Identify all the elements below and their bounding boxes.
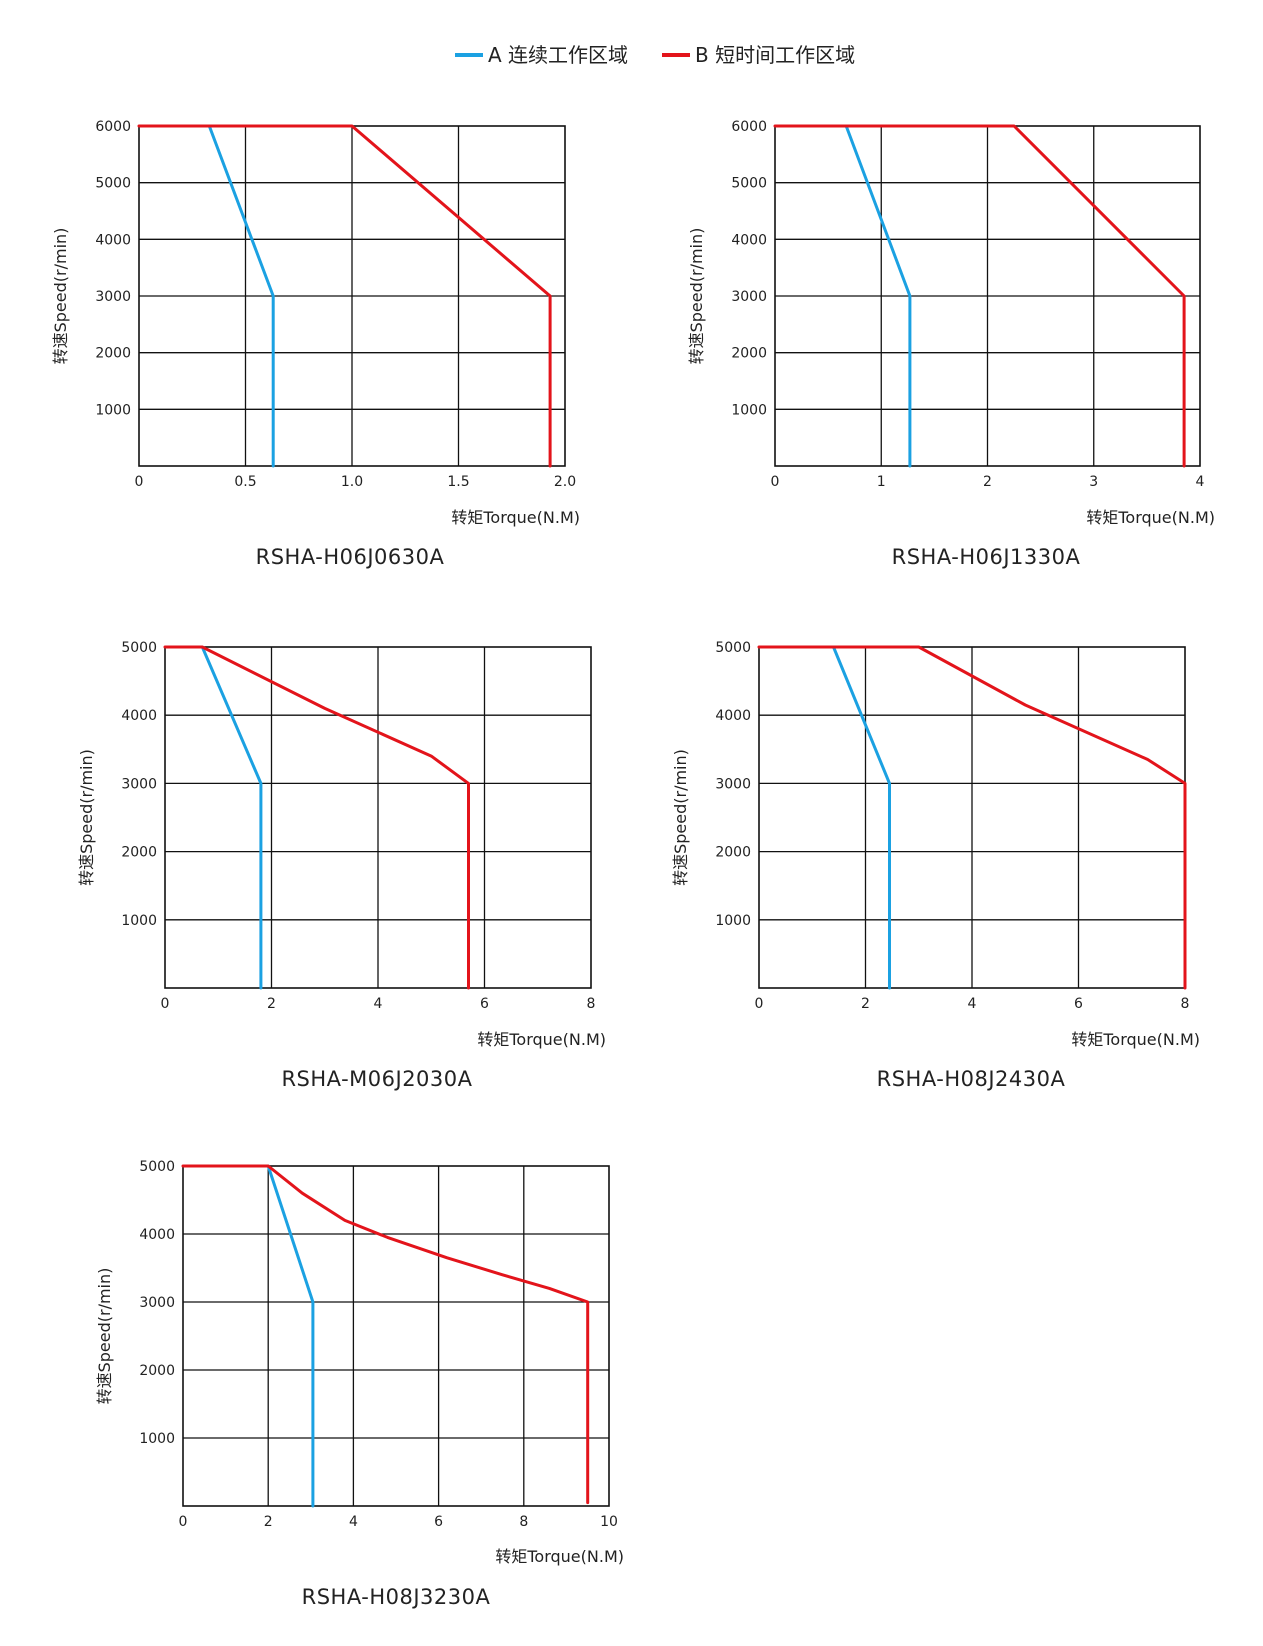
- chart-2: 0 1 2 3 4 1000 2000 3000 4000 5000 6000 转速Speed(r/m…: [687, 119, 1215, 569]
- y-tick-label: 4000: [139, 1227, 175, 1243]
- y-tick-label: 4000: [95, 232, 131, 248]
- chart-title: RSHA-H08J3230A: [302, 1585, 491, 1609]
- charts-container: 0 0.5 1.0 1.5 2.0100020003000400050006000转速S…: [51, 119, 1215, 1609]
- y-tick-label: 1000: [139, 1431, 175, 1447]
- series-continuous-line: [832, 645, 891, 990]
- series-short-time-line: [757, 645, 1187, 990]
- x-axis-title: 转矩Torque(N.M): [1086, 508, 1215, 527]
- y-tick-label: 1000: [95, 402, 131, 418]
- y-tick-label: 6000: [95, 119, 131, 135]
- series-short-time-line: [181, 1164, 590, 1505]
- x-tick-label: 8: [519, 1514, 528, 1530]
- y-tick-label: 5000: [731, 176, 767, 192]
- y-tick-label: 2000: [715, 845, 751, 861]
- x-tick-label: 8: [1181, 996, 1190, 1012]
- x-tick-label: 4: [1196, 474, 1205, 490]
- chart-title: RSHA-H06J1330A: [892, 545, 1081, 569]
- y-tick-label: 3000: [121, 776, 157, 792]
- x-tick-label: 0: [161, 996, 170, 1012]
- y-axis-title: 转速Speed(r/min): [51, 228, 70, 365]
- series-short-time-line: [773, 124, 1186, 468]
- y-axis-title: 转速Speed(r/min): [687, 228, 706, 365]
- x-tick-label: 3: [1089, 474, 1098, 490]
- x-tick-label: 8: [587, 996, 596, 1012]
- x-tick-label: 2: [983, 474, 992, 490]
- legend-label-1: B 短时间工作区域: [695, 43, 855, 67]
- chart-title: RSHA-H06J0630A: [256, 545, 445, 569]
- x-tick-label: 4: [374, 996, 383, 1012]
- series-continuous-line: [207, 124, 275, 468]
- x-axis-title: 转矩Torque(N.M): [1071, 1030, 1200, 1049]
- legend: A 连续工作区域 B 短时间工作区域: [455, 43, 855, 67]
- series-continuous-line: [844, 124, 912, 468]
- x-tick-label: 6: [1074, 996, 1083, 1012]
- legend-label-0: A 连续工作区域: [488, 43, 628, 67]
- x-tick-label: 10: [600, 1514, 618, 1530]
- plot-frame: [182, 1165, 610, 1507]
- series-continuous-line: [200, 645, 263, 990]
- y-tick-label: 3000: [95, 289, 131, 305]
- x-tick-label: 0: [771, 474, 780, 490]
- y-tick-label: 2000: [139, 1363, 175, 1379]
- y-tick-label: 3000: [715, 776, 751, 792]
- x-tick-label: 4: [968, 996, 977, 1012]
- y-tick-label: 1000: [121, 913, 157, 929]
- y-tick-label: 2000: [731, 346, 767, 362]
- y-tick-label: 2000: [95, 346, 131, 362]
- y-tick-label: 2000: [121, 845, 157, 861]
- x-tick-label: 0: [755, 996, 764, 1012]
- chart-5: 0 2 4 6 8 10 1000 2000 3000 4000 5000 转速Speed(r/min…: [95, 1159, 624, 1609]
- series-continuous-line: [266, 1164, 315, 1508]
- chart-title: RSHA-H08J2430A: [877, 1067, 1066, 1091]
- x-tick-label: 2.0: [554, 474, 576, 490]
- x-tick-label: 6: [480, 996, 489, 1012]
- x-axis-title: 转矩Torque(N.M): [477, 1030, 606, 1049]
- y-tick-label: 5000: [139, 1159, 175, 1175]
- y-tick-label: 4000: [715, 708, 751, 724]
- chart-title: RSHA-M06J2030A: [281, 1067, 472, 1091]
- y-tick-label: 1000: [731, 402, 767, 418]
- plot-frame: [164, 646, 592, 989]
- x-tick-label: 0.5: [234, 474, 256, 490]
- x-tick-label: 0: [179, 1514, 188, 1530]
- series-short-time-line: [163, 645, 470, 990]
- y-tick-label: 6000: [731, 119, 767, 135]
- series-short-time-line: [137, 124, 552, 468]
- y-axis-title: 转速Speed(r/min): [77, 749, 96, 886]
- y-tick-label: 3000: [731, 289, 767, 305]
- chart-3: 0 2 4 6 8 1000 2000 3000 4000 5000 转速Speed(r/min) 转…: [77, 640, 606, 1091]
- x-tick-label: 6: [434, 1514, 443, 1530]
- x-tick-label: 2: [861, 996, 870, 1012]
- x-tick-label: 1: [877, 474, 886, 490]
- x-tick-label: 0: [135, 474, 144, 490]
- y-tick-label: 5000: [715, 640, 751, 656]
- y-axis-title: 转速Speed(r/min): [95, 1268, 114, 1405]
- y-tick-label: 4000: [731, 232, 767, 248]
- y-tick-label: 5000: [121, 640, 157, 656]
- y-tick-label: 5000: [95, 176, 131, 192]
- chart-1: 0 0.5 1.0 1.5 2.0 1000 2000 3000 4000 5000 6000 转速S…: [51, 119, 580, 569]
- x-tick-label: 1.5: [447, 474, 469, 490]
- x-axis-title: 转矩Torque(N.M): [495, 1547, 624, 1566]
- chart-4: 0 2 4 6 8 1000 2000 3000 4000 5000 转速Speed(r/min) 转…: [671, 640, 1200, 1091]
- y-tick-label: 3000: [139, 1295, 175, 1311]
- x-tick-label: 2: [267, 996, 276, 1012]
- x-tick-label: 2: [264, 1514, 273, 1530]
- x-tick-label: 4: [349, 1514, 358, 1530]
- y-axis-title: 转速Speed(r/min): [671, 749, 690, 886]
- x-tick-label: 1.0: [341, 474, 363, 490]
- x-axis-title: 转矩Torque(N.M): [451, 508, 580, 527]
- y-tick-label: 1000: [715, 913, 751, 929]
- y-tick-label: 4000: [121, 708, 157, 724]
